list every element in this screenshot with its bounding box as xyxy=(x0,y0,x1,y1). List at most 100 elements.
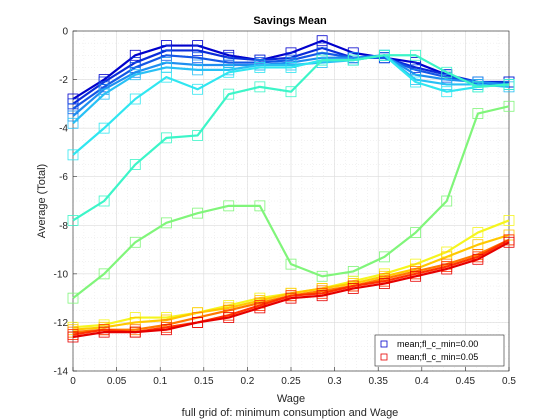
data-point-marker xyxy=(503,79,515,90)
y-tick-label: -14 xyxy=(54,367,69,378)
legend-entry: mean;fl_c_min=0.05 xyxy=(397,352,478,362)
series-line xyxy=(72,105,510,300)
data-point-marker xyxy=(129,49,141,61)
caption: full grid of: minimum consumption and Wa… xyxy=(182,407,399,419)
data-point-marker xyxy=(98,326,110,338)
data-point-marker xyxy=(192,83,204,95)
data-point-marker xyxy=(503,236,515,248)
x-tick-label: 0 xyxy=(70,376,76,387)
data-point-marker xyxy=(67,103,79,115)
data-point-marker xyxy=(98,88,110,100)
data-point-marker xyxy=(285,86,297,98)
legend-marker xyxy=(380,353,388,361)
data-point-marker xyxy=(160,217,172,229)
data-point-marker xyxy=(192,317,204,328)
data-point-marker xyxy=(160,324,172,336)
data-point-marker xyxy=(378,278,390,289)
x-tick-label: 0.15 xyxy=(194,376,214,387)
y-tick-label: -6 xyxy=(59,172,68,183)
data-point-marker xyxy=(441,79,453,90)
series-line xyxy=(72,54,510,156)
data-point-marker xyxy=(316,54,328,66)
series-13 xyxy=(67,236,515,343)
x-tick-label: 0.4 xyxy=(415,376,429,387)
data-point-marker xyxy=(160,71,172,83)
x-tick-label: 0.05 xyxy=(107,376,127,387)
data-point-marker xyxy=(254,302,266,314)
data-point-marker xyxy=(254,62,266,73)
y-tick-label: -2 xyxy=(59,75,68,86)
x-tick-label: 0.3 xyxy=(328,376,342,387)
data-point-marker xyxy=(472,227,484,238)
data-point-marker xyxy=(410,227,422,238)
data-point-marker xyxy=(192,207,204,219)
data-point-marker xyxy=(160,49,172,61)
data-point-marker xyxy=(129,69,141,81)
axis-ticks: 0 0.05 0.1 0.15 0.2 0.25 0.3 0.35 0.4 0.45 0.5 0 -2 -… xyxy=(54,27,517,388)
data-point-marker xyxy=(192,64,204,76)
data-point-marker xyxy=(441,86,453,98)
data-point-marker xyxy=(192,45,204,56)
data-point-marker xyxy=(67,117,79,129)
data-point-marker xyxy=(254,200,266,212)
data-point-marker xyxy=(378,49,390,61)
x-axis-label: Wage xyxy=(277,393,305,405)
data-point-marker xyxy=(410,76,422,88)
chart-title: Savings Mean xyxy=(253,15,327,27)
data-point-marker xyxy=(285,62,297,73)
data-point-marker xyxy=(378,251,390,263)
y-tick-label: -12 xyxy=(54,318,69,329)
data-point-marker xyxy=(472,108,484,119)
data-point-marker xyxy=(223,200,235,212)
legend: mean;fl_c_min=0.00 mean;fl_c_min=0.05 xyxy=(374,334,505,367)
y-tick-label: 0 xyxy=(62,27,68,38)
data-point-marker xyxy=(441,66,453,78)
data-point-marker xyxy=(98,268,110,280)
data-point-marker xyxy=(98,122,110,134)
series-lines xyxy=(67,35,515,343)
data-point-marker xyxy=(503,100,515,112)
data-point-marker xyxy=(316,35,328,47)
data-point-marker xyxy=(223,88,235,100)
x-tick-label: 0.2 xyxy=(240,376,254,387)
legend-marker xyxy=(380,340,388,348)
data-point-marker xyxy=(441,195,453,207)
data-point-marker xyxy=(129,236,141,248)
data-point-marker xyxy=(316,290,328,302)
data-point-marker xyxy=(129,326,141,338)
y-tick-label: -10 xyxy=(54,269,69,280)
data-point-marker xyxy=(67,215,79,226)
data-point-marker xyxy=(347,283,359,294)
series-7 xyxy=(67,49,515,226)
data-point-marker xyxy=(285,292,297,304)
data-point-marker xyxy=(129,159,141,170)
y-tick-label: -8 xyxy=(59,221,68,232)
y-tick-label: -4 xyxy=(59,124,68,135)
series-8 xyxy=(67,100,515,304)
data-point-marker xyxy=(472,81,484,93)
series-line xyxy=(72,54,510,125)
data-point-marker xyxy=(129,93,141,105)
data-point-marker xyxy=(67,331,79,343)
data-point-marker xyxy=(254,81,266,93)
data-point-marker xyxy=(192,52,204,64)
data-point-marker xyxy=(67,110,79,122)
x-tick-label: 0.35 xyxy=(368,376,388,387)
x-tick-label: 0.5 xyxy=(502,376,516,387)
x-tick-label: 0.25 xyxy=(281,376,301,387)
data-point-marker xyxy=(192,130,204,141)
data-point-marker xyxy=(223,66,235,78)
data-point-marker xyxy=(441,263,453,275)
data-point-marker xyxy=(160,132,172,144)
data-point-marker xyxy=(410,49,422,61)
data-point-marker xyxy=(285,258,297,270)
data-point-marker xyxy=(67,149,79,161)
data-point-marker xyxy=(223,312,235,323)
data-point-marker xyxy=(98,195,110,207)
legend-box xyxy=(374,334,505,367)
x-tick-label: 0.1 xyxy=(153,376,167,387)
y-axis-label: Average (Total) xyxy=(36,164,48,238)
series-line xyxy=(72,241,510,339)
series-line xyxy=(72,54,510,222)
